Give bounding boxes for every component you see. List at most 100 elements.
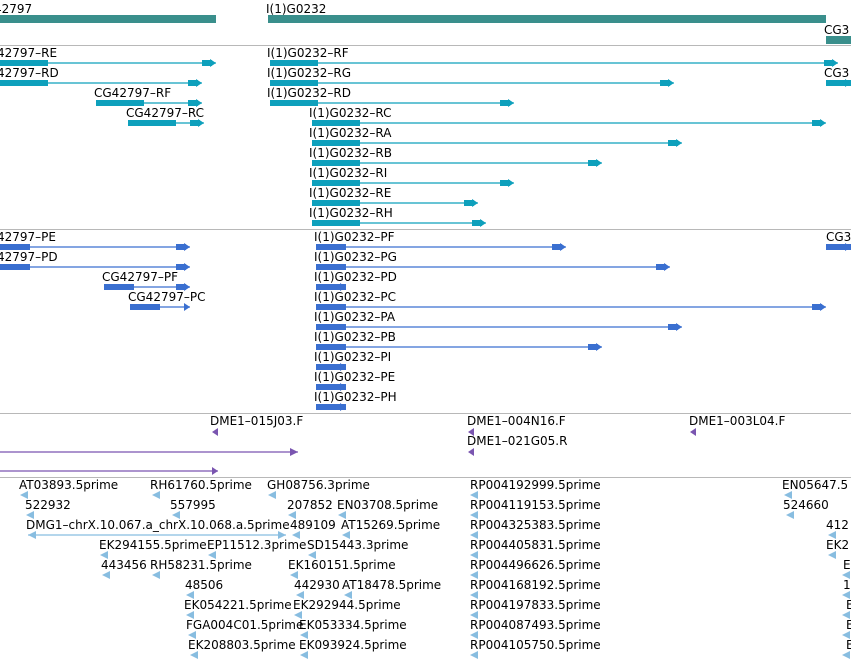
feature-label[interactable]: 42797–RE: [0, 46, 58, 60]
feature-label[interactable]: I(1)G0232–PG: [314, 250, 397, 264]
feature-label[interactable]: CG3: [824, 23, 850, 37]
feature-label[interactable]: EK093924.5prime: [299, 638, 407, 652]
feature-label[interactable]: I(1)G0232–PD: [314, 270, 397, 284]
feature-label[interactable]: I(1)G0232–RD: [267, 86, 351, 100]
feature-label[interactable]: I(1)G0232–RF: [267, 46, 349, 60]
feature-label[interactable]: 48506: [185, 578, 224, 592]
feature-label[interactable]: CG42797–RC: [126, 106, 204, 120]
feature-label[interactable]: RP004119153.5prime: [470, 498, 601, 512]
feature-label[interactable]: EK292944.5prime: [293, 598, 401, 612]
feature-label[interactable]: I(1)G0232–PB: [314, 330, 396, 344]
feature-label[interactable]: RP004192999.5prime: [470, 478, 601, 492]
feature-label[interactable]: 557995: [170, 498, 216, 512]
feature-label[interactable]: CG42797–RF: [94, 86, 172, 100]
feature-label[interactable]: I(1)G0232: [266, 2, 327, 16]
feature-label[interactable]: I(1)G0232–RE: [309, 186, 392, 200]
feature-label[interactable]: 524660: [783, 498, 829, 512]
feature-label[interactable]: CG3: [826, 230, 851, 244]
feature-label[interactable]: 522932: [25, 498, 71, 512]
feature-label[interactable]: DME1–004N16.F: [467, 414, 566, 428]
feature-label[interactable]: I(1)G0232–RB: [309, 146, 392, 160]
feature-label[interactable]: RH58231.5prime: [150, 558, 252, 572]
feature-label[interactable]: EK160151.5prime: [288, 558, 396, 572]
feature-label[interactable]: RP004197833.5prime: [470, 598, 601, 612]
feature-label[interactable]: CG42797–PC: [128, 290, 206, 304]
feature-label[interactable]: 42797: [0, 2, 33, 16]
feature-label[interactable]: I(1)G0232–RG: [267, 66, 352, 80]
feature-label[interactable]: I(1)G0232–RC: [309, 106, 392, 120]
feature-label[interactable]: RP004325383.5prime: [470, 518, 601, 532]
feature-label[interactable]: 412: [826, 518, 849, 532]
feature-label[interactable]: CG3: [824, 66, 850, 80]
feature-label[interactable]: FGA004C01.5prime: [186, 618, 304, 632]
feature-label[interactable]: DME1–021G05.R: [467, 434, 568, 448]
feature-label[interactable]: EK294155.5prime: [99, 538, 207, 552]
feature-label[interactable]: DME1–015J03.F: [210, 414, 304, 428]
feature-label[interactable]: I(1)G0232–PF: [314, 230, 395, 244]
feature-label[interactable]: E: [846, 618, 851, 632]
feature-label[interactable]: 42797–PE: [0, 230, 56, 244]
feature-label[interactable]: GH08756.3prime: [267, 478, 370, 492]
feature-label[interactable]: 442930: [294, 578, 340, 592]
feature-label[interactable]: I(1)G0232–RH: [309, 206, 393, 220]
feature-label[interactable]: AT03893.5prime: [19, 478, 119, 492]
feature-label[interactable]: 42797–PD: [0, 250, 58, 264]
feature-label[interactable]: I(1)G0232–RI: [309, 166, 388, 180]
feature-label[interactable]: EK054221.5prime: [184, 598, 292, 612]
feature-label[interactable]: EN03708.5prime: [337, 498, 439, 512]
feature-label[interactable]: I(1)G0232–PI: [314, 350, 392, 364]
feature-label[interactable]: I(1)G0232–PE: [314, 370, 396, 384]
